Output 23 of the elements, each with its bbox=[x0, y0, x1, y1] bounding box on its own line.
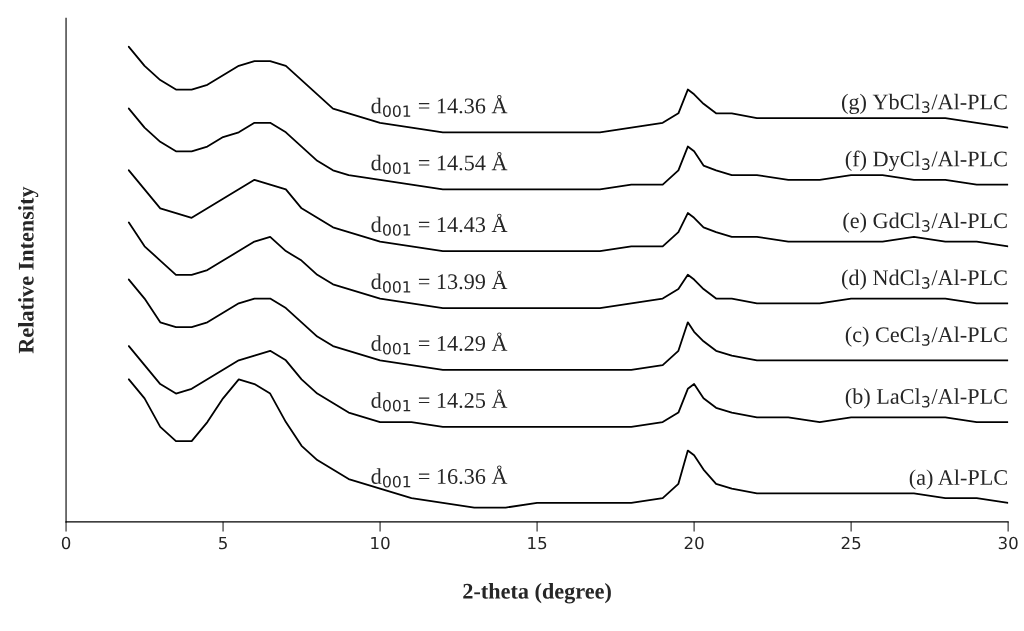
x-tick-label: 0 bbox=[61, 536, 71, 550]
series-label: (c) CeCl$_{3}$/Al-PLC bbox=[845, 326, 1007, 347]
x-tick-label: 30 bbox=[998, 536, 1018, 550]
x-axis-title: 2-theta (degree) bbox=[463, 583, 611, 604]
series-label: (f) DyCl$_{3}$/Al-PLC bbox=[845, 150, 1007, 172]
series-label: (b) LaCl$_{3}$/Al-PLC bbox=[845, 388, 1007, 409]
x-tick-label: 15 bbox=[528, 536, 547, 550]
annotation: d$_{001}$ = 14.29 Å bbox=[371, 332, 508, 355]
series-label: (e) GdCl$_{3}$/Al-PLC bbox=[843, 212, 1007, 233]
annotation: d$_{001}$ = 13.99 Å bbox=[371, 270, 508, 293]
annotation: d$_{001}$ = 14.43 Å bbox=[371, 213, 508, 236]
annotation: d$_{001}$ = 14.25 Å bbox=[371, 389, 508, 412]
x-tick-label: 20 bbox=[684, 536, 704, 550]
x-tick-label: 10 bbox=[371, 536, 390, 550]
annotation: d$_{001}$ = 14.36 Å bbox=[371, 94, 508, 118]
y-axis-title: Relative Intensity bbox=[18, 186, 39, 354]
annotation: d$_{001}$ = 14.54 Å bbox=[371, 151, 508, 175]
x-tick-label: 5 bbox=[219, 536, 227, 550]
series-label: (a) Al-PLC bbox=[909, 469, 1007, 490]
series-label: (g) YbCl$_{3}$/Al-PLC bbox=[841, 93, 1007, 115]
annotation: d$_{001}$ = 16.36 Å bbox=[371, 465, 508, 488]
x-tick-label: 25 bbox=[841, 536, 861, 550]
series-label: (d) NdCl$_{3}$/Al-PLC bbox=[841, 269, 1007, 290]
